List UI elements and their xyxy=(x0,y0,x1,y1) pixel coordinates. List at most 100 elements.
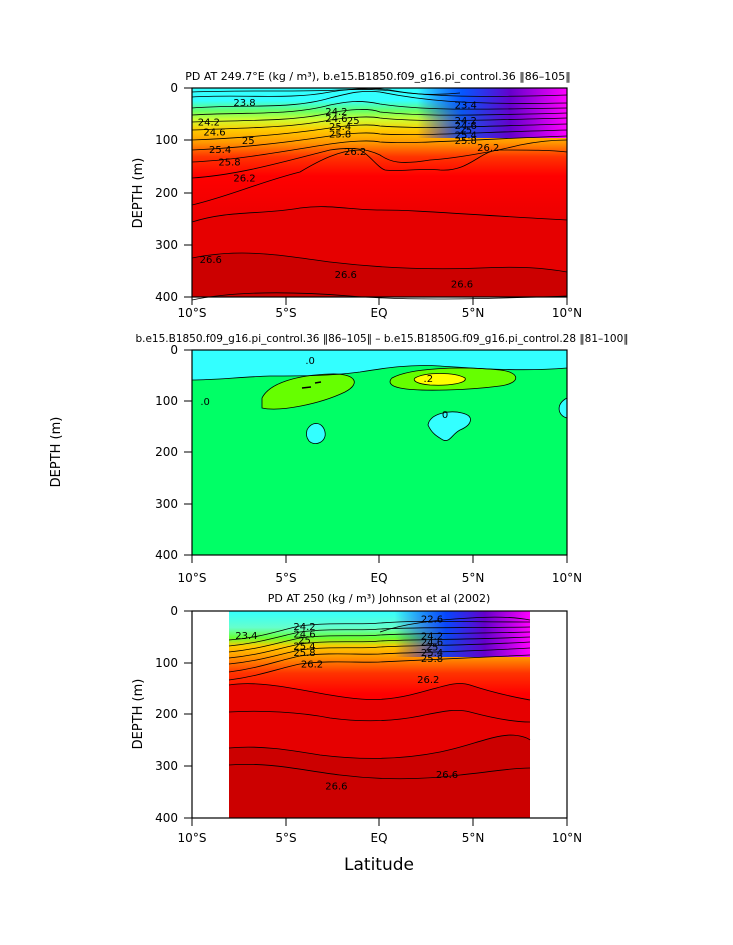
panel-2-negative-top xyxy=(192,350,567,380)
panel-2-y-axis: 0 100 200 300 400 DEPTH (m) xyxy=(49,343,192,562)
panel-3-contour-line xyxy=(228,626,531,647)
panel-1-x-tick-label: EQ xyxy=(370,306,387,320)
panel-2-y-tick-label: 300 xyxy=(155,497,178,511)
panel-observed-density: PD AT 250 (kg / m³) Johnson et al (2002)… xyxy=(131,592,582,875)
panel-3-contour-line xyxy=(228,620,531,641)
contour-value-label: 24.2 xyxy=(421,631,443,642)
panel-3-y-tick-label: 300 xyxy=(155,759,178,773)
panel-2-negative-blob-1 xyxy=(306,423,326,444)
contour-value-label: 22.6 xyxy=(421,614,443,625)
panel-3-contour-line xyxy=(228,631,531,653)
panel-2-title: b.e15.B1850.f09_g16.pi_control.36 ‖86–10… xyxy=(135,333,628,345)
contour-value-label: 25.8 xyxy=(293,648,315,659)
panel-3-contour-line xyxy=(228,641,531,665)
panel-3-contour-labels: 23.424.224.62525.425.826.226.226.626.622… xyxy=(235,614,458,792)
panel-2-contour-line xyxy=(306,423,326,444)
panel-1-contour-line xyxy=(191,149,568,206)
contour-value-label: .0 xyxy=(200,397,210,408)
panel-3-x-tick-label: 5°S xyxy=(275,831,296,845)
panel-3-y-axis: 0 100 200 300 400 DEPTH (m) xyxy=(131,604,192,825)
panel-1-contour-line xyxy=(191,206,568,223)
panel-1-contour-line xyxy=(191,123,568,141)
panel-3-y-tick-label: 400 xyxy=(155,811,178,825)
panel-1-x-tick-label: 5°N xyxy=(462,306,485,320)
contour-value-label: 24.2 xyxy=(325,107,347,118)
panel-1-y-axis: 0 100 200 300 400 DEPTH (m) xyxy=(131,81,192,304)
panel-3-x-tick-label: 5°N xyxy=(462,831,485,845)
panel-1-contour-line xyxy=(191,252,568,273)
panel-1-y-tick-label: 400 xyxy=(155,290,178,304)
panel-2-contour-line xyxy=(413,373,466,386)
panel-3-y-axis-label: DEPTH (m) xyxy=(131,679,146,750)
contour-value-label: 24.2 xyxy=(293,622,315,633)
contour-value-label: 25 xyxy=(426,643,439,654)
contour-value-label: 25.8 xyxy=(455,136,477,147)
panel-2-y-tick-label: 0 xyxy=(170,343,178,357)
contour-value-label: 26.6 xyxy=(451,279,473,290)
contour-value-label: 23.4 xyxy=(235,631,257,642)
contour-value-label: 25 xyxy=(298,636,311,647)
contour-value-label: 26.2 xyxy=(233,173,255,184)
contour-value-label: 23.4 xyxy=(455,101,477,112)
contour-value-label: 25 xyxy=(347,116,360,127)
contour-value-label: 26.6 xyxy=(335,270,357,281)
panel-3-contour-line xyxy=(228,734,531,759)
contour-value-label: 26.6 xyxy=(200,255,222,266)
panel-3-contour-line xyxy=(228,683,531,701)
contour-value-label: 26.2 xyxy=(344,147,366,158)
panel-1-deepest-layer xyxy=(192,253,567,297)
contour-value-label: .0 xyxy=(305,356,315,367)
contour-value-label: 23.8 xyxy=(233,98,255,109)
panel-3-contour-line xyxy=(228,647,531,673)
panel-3-contour-line xyxy=(379,616,531,633)
x-axis-label: Latitude xyxy=(344,855,414,875)
panel-3-surface-light-water xyxy=(229,611,530,657)
panel-1-contour-line xyxy=(191,129,568,151)
contour-value-label: 25 xyxy=(242,136,255,147)
panel-3-y-tick-label: 0 xyxy=(170,604,178,618)
contour-value-label: 24.6 xyxy=(293,629,315,640)
contour-value-label: 24.2 xyxy=(455,116,477,127)
contour-value-label: 25.4 xyxy=(209,145,231,156)
panel-1-x-tick-label: 10°S xyxy=(178,306,207,320)
panel-2-contour-line xyxy=(558,397,568,419)
panel-2-x-tick-label: 5°N xyxy=(462,571,485,585)
panel-2-x-axis: 10°S 5°S EQ 5°N 10°N xyxy=(178,555,582,585)
contour-value-label: 24.6 xyxy=(203,127,225,138)
panel-3-field xyxy=(229,611,530,818)
panel-2-contour-line xyxy=(389,367,517,391)
panel-1-contour-line xyxy=(191,139,568,179)
contour-value-label: 24.6 xyxy=(325,114,347,125)
panel-1-y-tick-label: 100 xyxy=(155,133,178,147)
contour-value-label: 25.4 xyxy=(293,642,315,653)
contour-value-label: 26.2 xyxy=(477,143,499,154)
panel-2-positive-left xyxy=(262,373,355,410)
panel-2-dash-marker xyxy=(301,381,322,389)
panel-2-negative-blob-2 xyxy=(428,411,471,441)
contour-value-label: 25.8 xyxy=(329,130,351,141)
panel-3-y-tick-label: 200 xyxy=(155,707,178,721)
panel-2-contour-labels: .0 .0 .2 0 xyxy=(200,356,448,421)
panel-1-y-tick-label: 200 xyxy=(155,186,178,200)
panel-1-contour-line xyxy=(191,292,568,301)
panel-2-contour-line xyxy=(427,411,471,441)
panel-2-x-tick-label: EQ xyxy=(370,571,387,585)
panel-3-deepest-layer xyxy=(229,735,530,818)
panel-1-contour-line xyxy=(191,101,568,116)
panel-1-x-tick-label: 5°S xyxy=(275,306,296,320)
panel-1-y-tick-label: 0 xyxy=(170,81,178,95)
panel-1-x-axis: 10°S 5°S EQ 5°N 10°N xyxy=(178,297,582,320)
panel-3-x-tick-label: EQ xyxy=(370,831,387,845)
contour-value-label: 25.8 xyxy=(218,158,240,169)
panel-3-contour-line xyxy=(228,709,531,723)
panel-1-contour-line xyxy=(191,89,461,95)
panel-2-contours xyxy=(191,365,568,444)
contour-value-label: 24.6 xyxy=(455,121,477,132)
panel-3-y-tick-label: 100 xyxy=(155,656,178,670)
panel-3-x-tick-label: 10°N xyxy=(552,831,582,845)
panel-2-x-tick-label: 10°N xyxy=(552,571,582,585)
panel-3-x-tick-label: 10°S xyxy=(178,831,207,845)
contour-value-label: 26.2 xyxy=(301,659,323,670)
contour-value-label: 25 xyxy=(459,125,472,136)
